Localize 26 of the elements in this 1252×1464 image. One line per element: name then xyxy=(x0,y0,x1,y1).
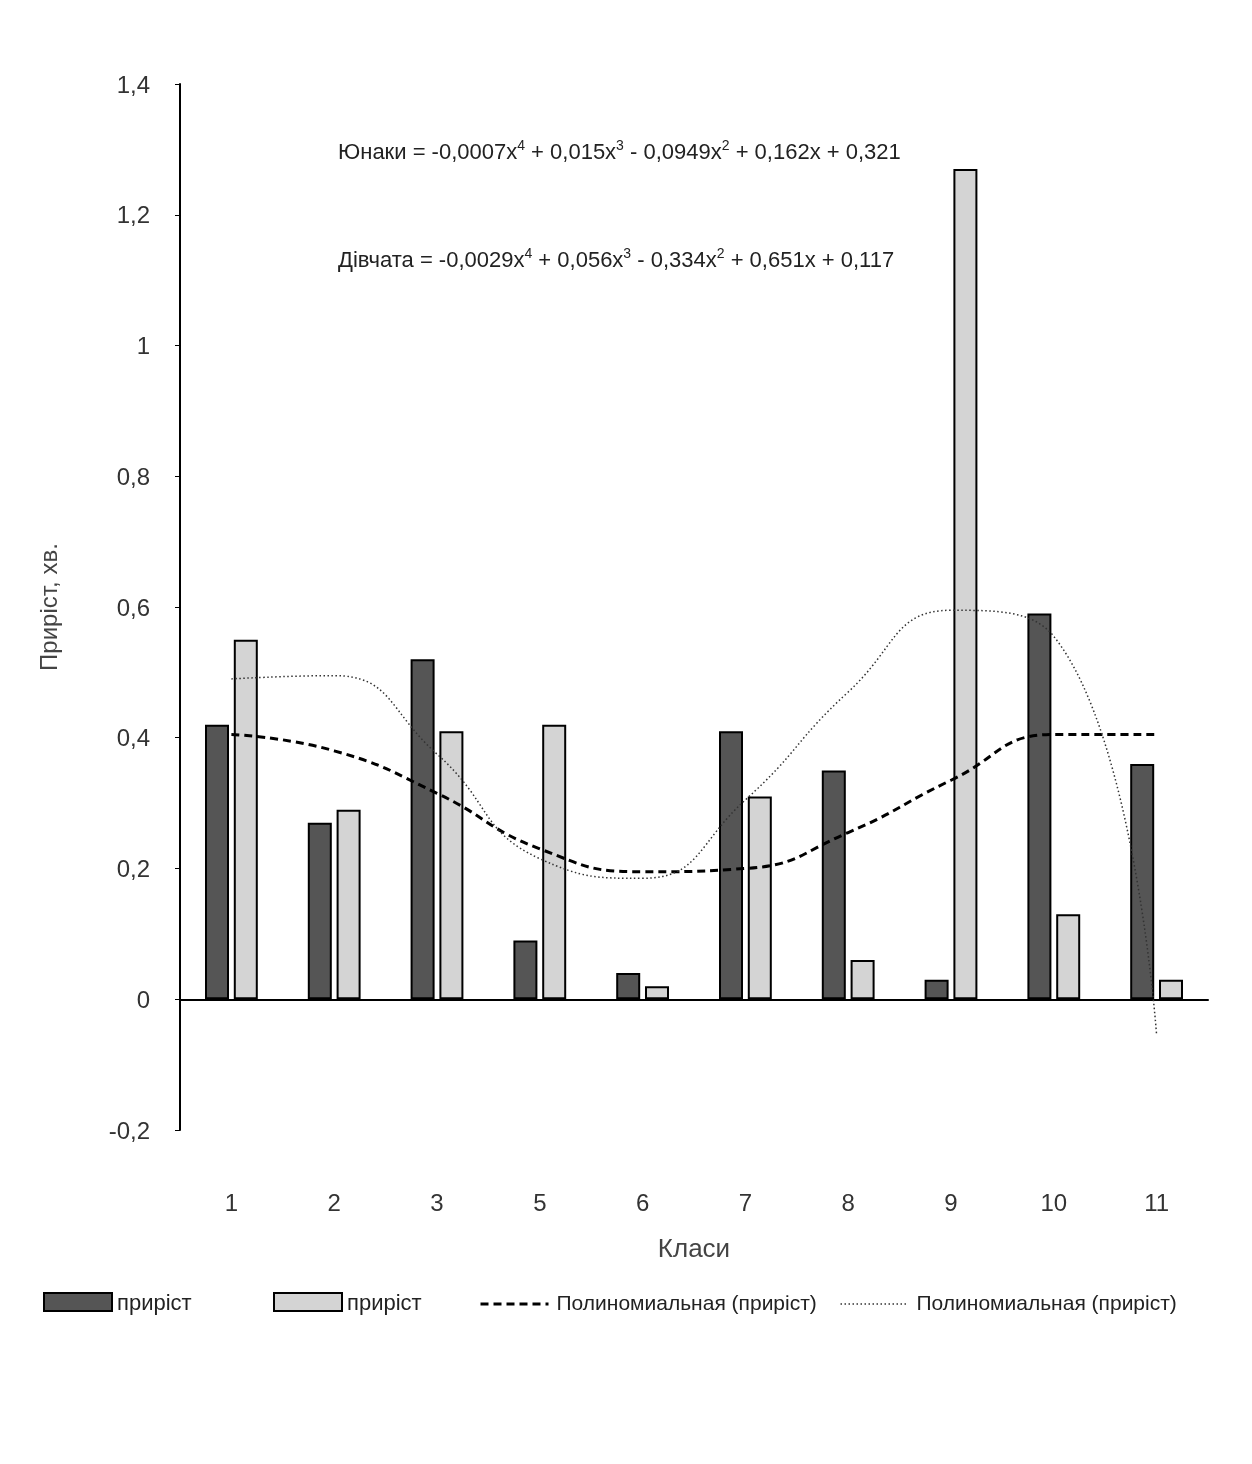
y-tick-label: 0,4 xyxy=(116,724,150,752)
y-tick-label: 0,8 xyxy=(116,462,150,490)
x-tick-label: 8 xyxy=(841,1188,855,1216)
x-tick-label: 7 xyxy=(738,1188,753,1216)
y-tick-label: 1,4 xyxy=(116,70,150,98)
y-tick-label: 0,2 xyxy=(116,855,150,882)
x-tick-label: 5 xyxy=(533,1188,547,1216)
y-tick-label: 1 xyxy=(136,332,150,359)
x-tick-label: 9 xyxy=(944,1188,958,1216)
x-tick-label: 3 xyxy=(430,1188,444,1216)
x-tick-label: 11 xyxy=(1144,1188,1170,1216)
y-axis-title: Приріст, хв. xyxy=(34,543,62,671)
legend-label: приріст xyxy=(117,1289,192,1315)
x-tick-label: 10 xyxy=(1040,1188,1068,1216)
legend-label: Полиномиальная (приріст) xyxy=(556,1291,817,1314)
line-series xyxy=(230,609,1158,1036)
y-tick-label: 1,2 xyxy=(116,201,150,229)
x-tick-label: 6 xyxy=(635,1188,650,1216)
y-tick-label: 0 xyxy=(136,985,150,1013)
y-tick-label: -0,2 xyxy=(108,1116,150,1144)
x-axis-title: Класи xyxy=(657,1233,731,1263)
x-tick-label: 2 xyxy=(327,1188,341,1216)
y-tick-label: 0,6 xyxy=(116,593,150,621)
legend-label: приріст xyxy=(347,1289,422,1315)
legend-label: Полиномиальная (приріст) xyxy=(916,1291,1177,1314)
x-tick-label: 1 xyxy=(224,1188,239,1216)
